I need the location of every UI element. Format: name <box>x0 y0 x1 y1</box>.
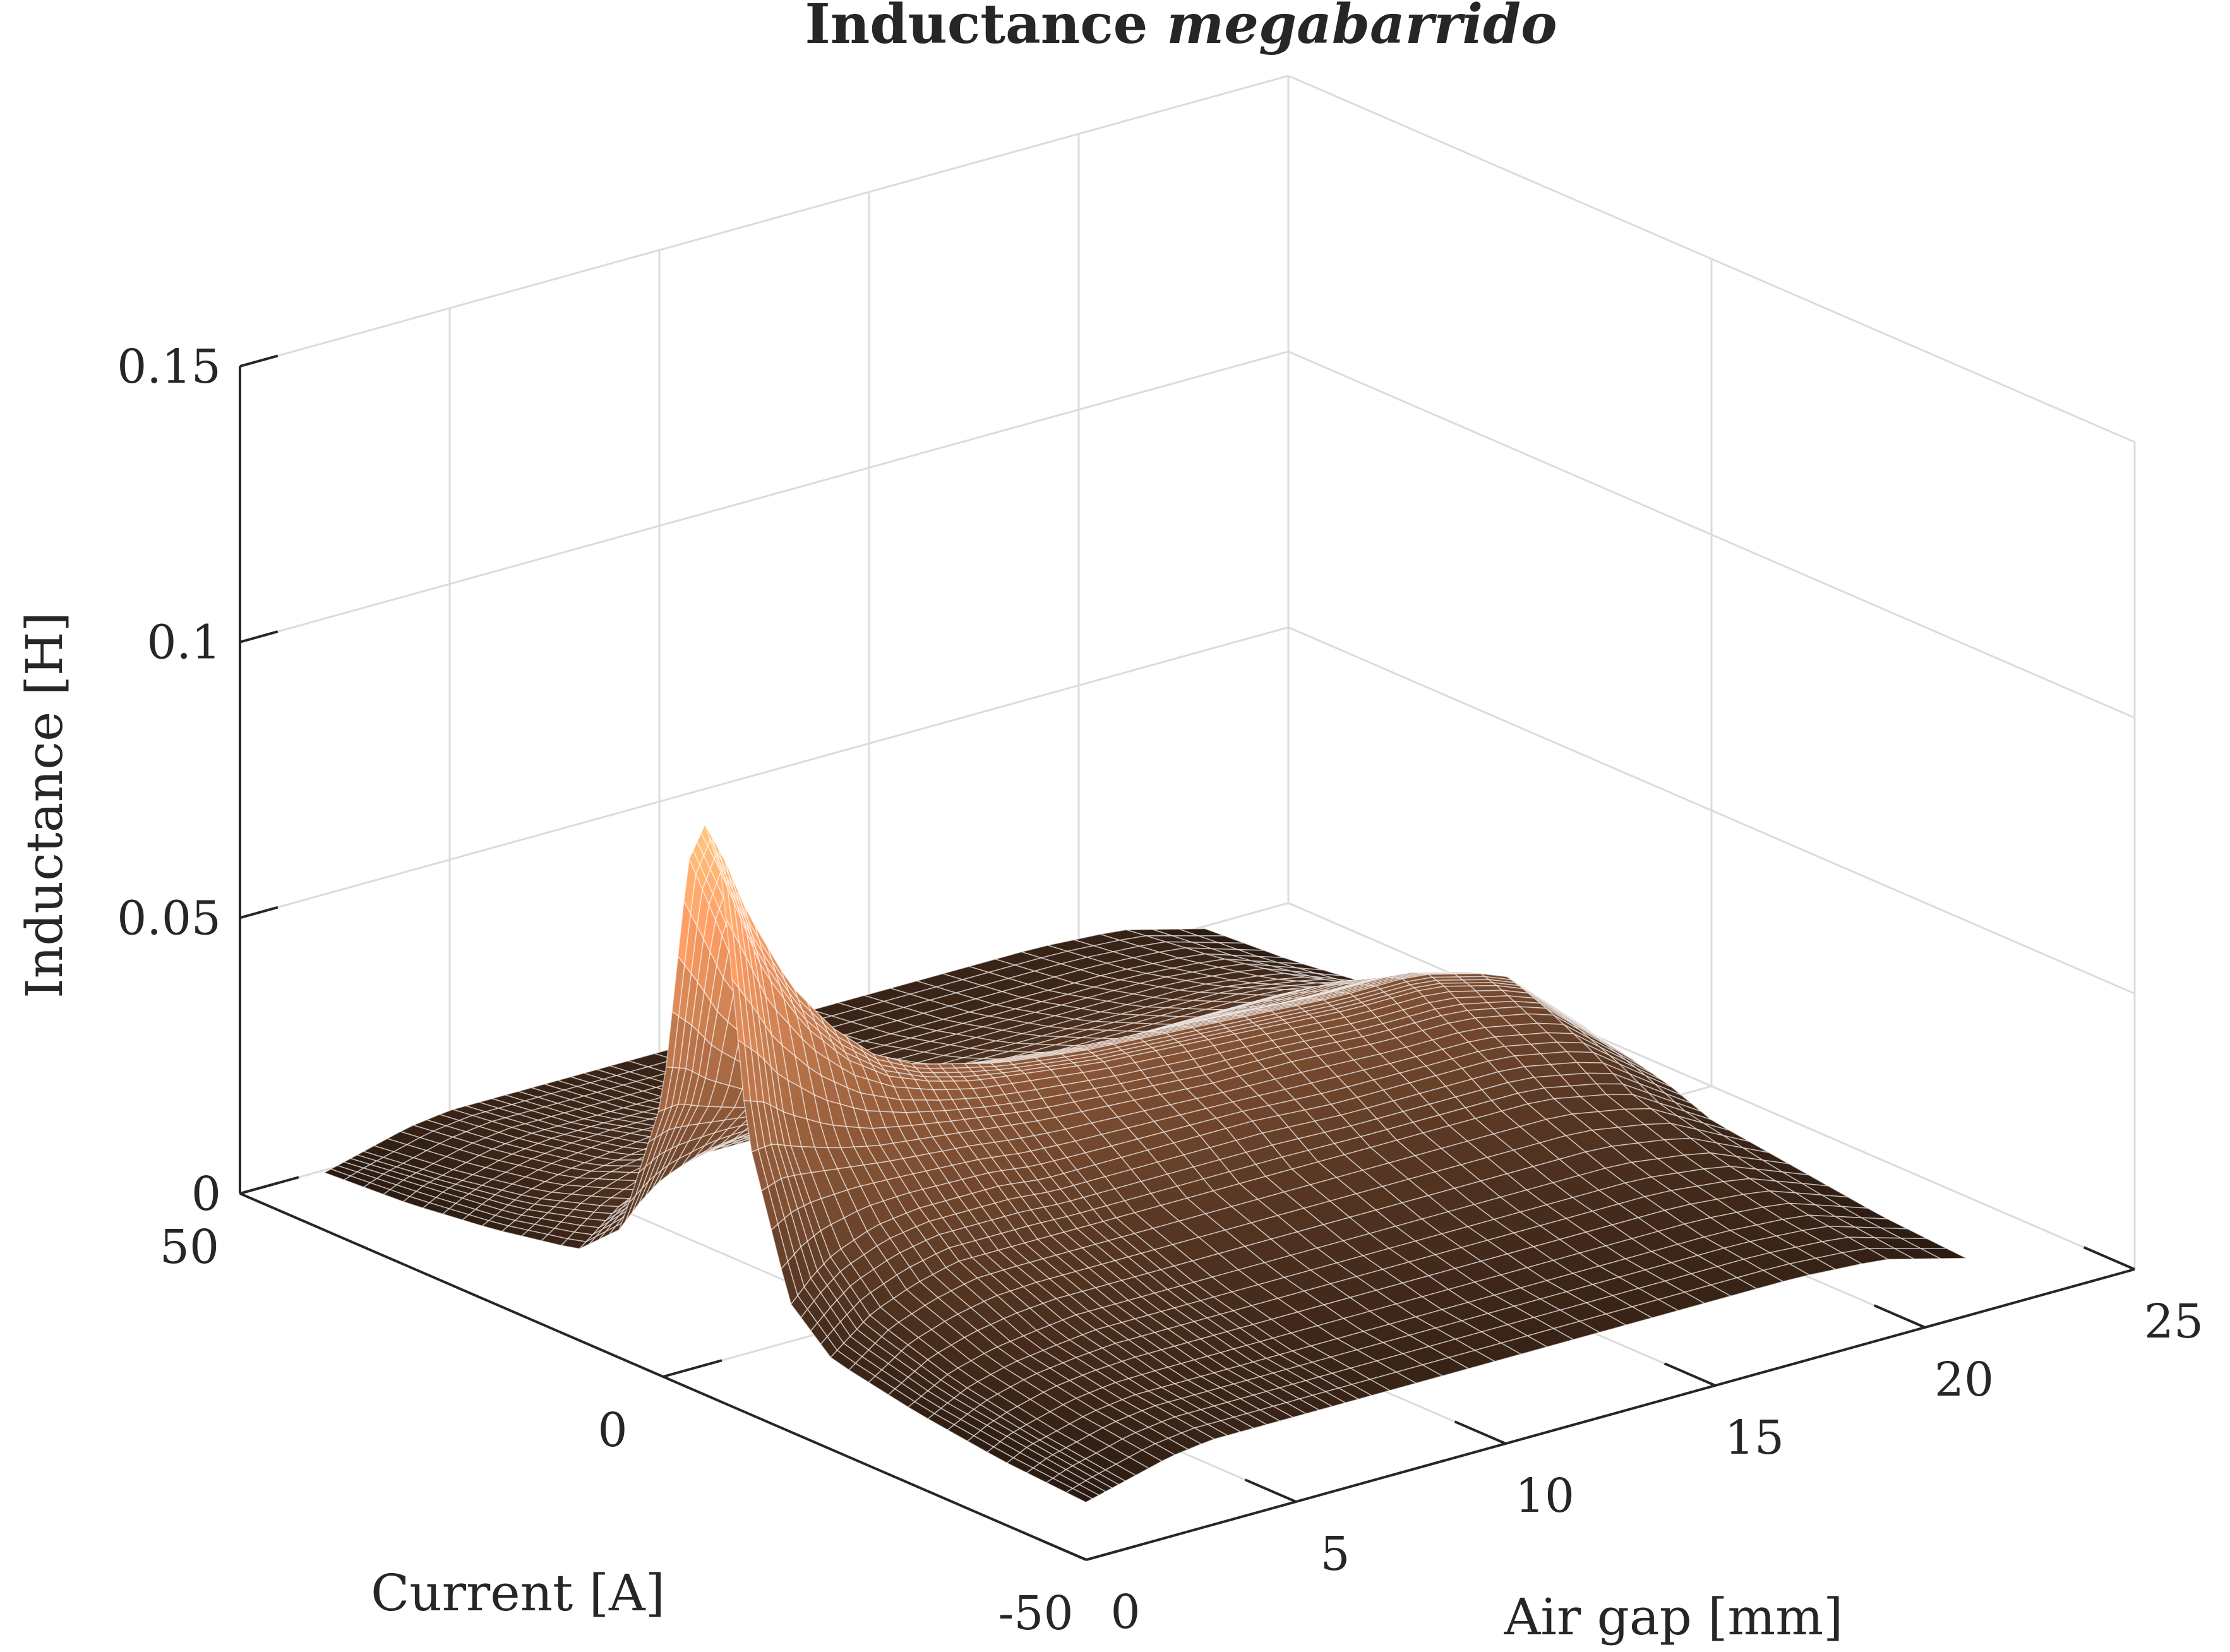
z-tick-mark <box>239 1182 279 1195</box>
chart-title-plain: Inductance <box>805 0 1167 56</box>
x-tick-mark <box>1034 1536 1087 1561</box>
grid-line-side-wall-z <box>1288 75 2135 443</box>
surface-mesh <box>323 823 1967 1503</box>
z-tick-label: 0.15 <box>117 340 221 394</box>
x-tick-label: 10 <box>1515 1469 1574 1523</box>
x-tick-label: 20 <box>1934 1353 1994 1407</box>
z-tick-label: 0.1 <box>147 616 221 670</box>
x-tick-mark <box>1454 1420 1506 1445</box>
x-axis-label: Air gap [mm] <box>1504 1588 1843 1646</box>
z-tick-label: 0 <box>191 1167 221 1221</box>
x-tick-label: 25 <box>2144 1295 2203 1349</box>
z-tick-mark <box>239 354 279 368</box>
y-tick-mark <box>662 1359 722 1378</box>
x-tick-label: 5 <box>1320 1527 1350 1581</box>
y-tick-label: 50 <box>160 1220 219 1274</box>
x-tick-mark <box>1244 1478 1297 1503</box>
surface-patch <box>1065 1488 1094 1503</box>
grid-line-side-wall-z <box>1288 626 2135 995</box>
x-tick-label: 0 <box>1110 1585 1140 1639</box>
y-tick-mark <box>1086 1542 1146 1561</box>
z-tick-mark <box>239 906 279 919</box>
z-tick-label: 0.05 <box>117 891 221 945</box>
y-tick-label: 0 <box>597 1403 627 1457</box>
grid-line-back-wall-z <box>239 350 1289 643</box>
y-tick-label: -50 <box>998 1586 1073 1641</box>
x-axis-line <box>1086 1268 2135 1561</box>
z-tick-mark <box>239 630 279 643</box>
x-tick-mark <box>1873 1304 1926 1329</box>
x-tick-label: 15 <box>1725 1411 1784 1465</box>
chart-title-italic: megabarrido <box>1166 0 1557 56</box>
grid-line-back-wall-z <box>239 75 1289 368</box>
x-tick-mark <box>2083 1246 2135 1271</box>
x-tick-mark <box>1664 1362 1716 1387</box>
y-axis-label: Current [A] <box>371 1564 665 1622</box>
chart-title: Inductance megabarrido <box>805 0 1557 56</box>
grid-line-side-wall-z <box>1288 350 2135 719</box>
z-axis-label: Inductance [H] <box>15 612 74 998</box>
grid-line-back-wall-z <box>239 626 1289 919</box>
